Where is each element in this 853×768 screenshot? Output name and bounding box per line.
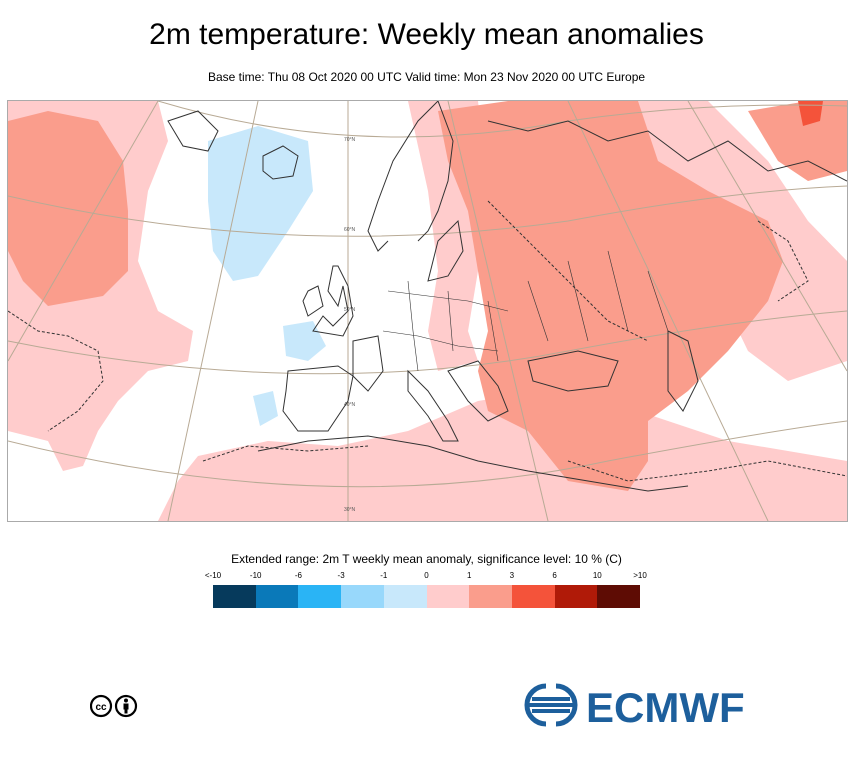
ecmwf-logo-text: ECMWF: [586, 684, 745, 728]
europe-anomaly-map: 70°N 60°N 50°N 40°N 30°N: [7, 100, 848, 522]
coast-balkans: [447, 360, 509, 422]
legend-label: 10: [592, 571, 602, 580]
cc-by-icon: cc: [90, 694, 138, 718]
legend-swatch: [298, 585, 342, 608]
cold-anomaly-areas: [208, 126, 326, 426]
grid-label-50n: 50°N: [344, 307, 356, 313]
grid-label-40n: 40°N: [344, 402, 356, 408]
grid-label-30n: 30°N: [344, 507, 356, 513]
grid-label-70n: 70°N: [344, 137, 356, 143]
legend-color-bar: [213, 585, 641, 608]
coast-baltic: [427, 219, 464, 282]
coast-scandinavia: [367, 101, 454, 252]
legend-label: 1: [466, 571, 472, 580]
coast-mediterranean-south: [257, 435, 689, 492]
cold-area-iberia-west: [253, 391, 278, 426]
legend-swatch: [426, 585, 470, 608]
legend-label: >10: [633, 571, 647, 580]
legend-label: 0: [424, 571, 429, 580]
anomaly-area-russia: [438, 101, 783, 491]
coast-greenland: [167, 110, 219, 152]
legend-swatch: [383, 585, 427, 608]
legend-labels: <-10 -10 -6 -3 -1 0 1 3 6 10 >10: [205, 571, 647, 583]
coastlines: [167, 101, 847, 492]
cold-area-biscay: [283, 321, 326, 361]
page-title: 2m temperature: Weekly mean anomalies: [149, 18, 704, 51]
legend-swatch: [511, 585, 555, 608]
legend-swatch: [213, 585, 256, 608]
coast-iceland: [262, 145, 299, 180]
anomaly-area-north-africa: [158, 391, 847, 521]
ecmwf-logo-lines: [528, 697, 574, 713]
coast-black-sea: [527, 350, 619, 392]
map-svg: 70°N 60°N 50°N 40°N 30°N: [8, 101, 847, 521]
grid-labels: 70°N 60°N 50°N 40°N 30°N: [344, 137, 356, 513]
anomaly-area-siberia: [748, 101, 847, 181]
cold-area-iceland: [208, 126, 313, 281]
legend-label: <-10: [204, 571, 222, 580]
legend-title: Extended range: 2m T weekly mean anomaly…: [231, 552, 622, 566]
coast-russia-north: [487, 120, 847, 182]
ecmwf-logo-mark: [524, 683, 578, 727]
legend-swatch: [255, 585, 299, 608]
legend-swatch: [597, 585, 641, 608]
svg-text:cc: cc: [95, 702, 107, 713]
legend-label: -3: [337, 571, 345, 580]
borders-europe: [382, 250, 669, 372]
legend-label: -1: [380, 571, 388, 580]
coast-caspian: [667, 330, 699, 412]
coast-iberia: [282, 365, 354, 432]
legend-label: -6: [294, 571, 302, 580]
legend-label: -10: [249, 571, 262, 580]
anomaly-area-hotspot: [798, 101, 823, 126]
page-subtitle: Base time: Thu 08 Oct 2020 00 UTC Valid …: [207, 70, 646, 84]
coast-france: [352, 335, 384, 392]
grid-label-60n: 60°N: [344, 227, 356, 233]
legend-label: 3: [509, 571, 515, 580]
legend-label: 6: [552, 571, 557, 580]
coast-ireland: [302, 285, 324, 317]
legend-swatch: [341, 585, 384, 608]
ecmwf-logo: ECMWF: [524, 683, 745, 728]
coast-italy: [407, 369, 459, 442]
significance-contours: [8, 200, 847, 482]
coast-uk: [312, 265, 354, 337]
legend-swatch: [554, 585, 598, 608]
legend-swatch: [469, 585, 512, 608]
